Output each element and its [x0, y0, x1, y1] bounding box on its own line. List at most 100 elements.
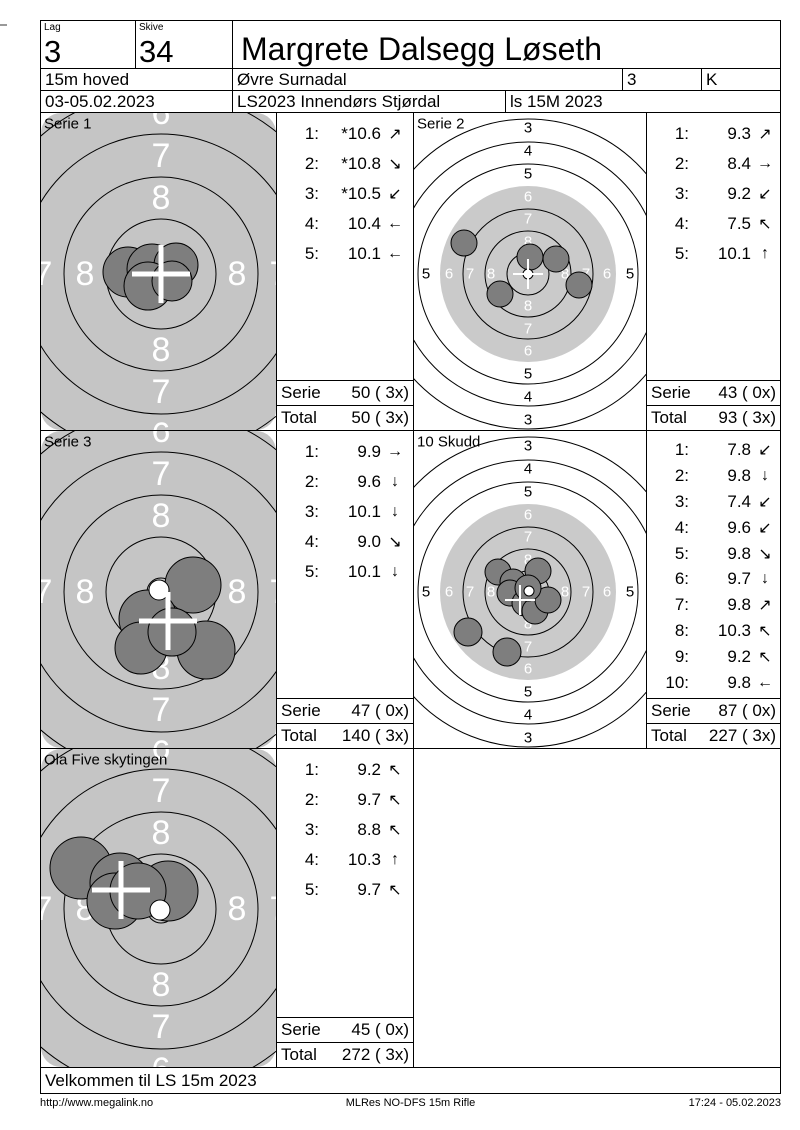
shot-value: 7.4	[727, 491, 751, 511]
svg-text:6: 6	[152, 431, 171, 450]
serie-value: 43 ( 0x)	[718, 383, 776, 402]
discipline: 15m hoved	[40, 68, 233, 91]
shot-number: 9:	[674, 647, 689, 667]
shot-number: 4:	[304, 532, 319, 551]
svg-text:8: 8	[76, 573, 95, 611]
shot-number: 5:	[304, 880, 319, 899]
shot-direction-arrow-icon: ↙	[388, 186, 402, 203]
shot-number: 2:	[304, 472, 319, 491]
serie-label: Serie	[281, 701, 321, 720]
shot-value: 10.1	[347, 502, 381, 521]
shot-number: 8:	[674, 621, 689, 641]
shot-number: 5:	[674, 244, 689, 263]
svg-text:8: 8	[76, 255, 95, 293]
shot-row: 3: 8.8 ↖	[277, 815, 413, 845]
total-value: 93 ( 3x)	[718, 408, 776, 427]
shot-number: 2:	[304, 790, 319, 809]
shot-row: 4: 7.5 ↖	[647, 209, 780, 239]
skive-box: Skive 34	[135, 20, 233, 69]
total-label: Total	[651, 408, 687, 427]
club: Øvre Surnadal	[232, 68, 623, 91]
shot-direction-arrow-icon: ↖	[388, 792, 402, 809]
shot-row: 6: 9.7 ↓	[647, 566, 780, 592]
svg-text:6: 6	[152, 113, 171, 132]
shot-row: 2: 9.8 ↓	[647, 463, 780, 489]
serie-label: Serie	[281, 383, 321, 402]
shot-number: 3:	[304, 820, 319, 839]
total-label: Total	[651, 726, 687, 745]
shot-direction-arrow-icon: ↗	[388, 126, 402, 143]
shot-number: 5:	[674, 543, 689, 563]
svg-text:8: 8	[152, 814, 171, 852]
total-row: Total 272 ( 3x)	[277, 1042, 413, 1067]
svg-text:7: 7	[152, 137, 171, 175]
svg-text:8: 8	[152, 331, 171, 369]
svg-text:3: 3	[524, 120, 532, 137]
shot-number: 6:	[674, 569, 689, 589]
footer-timestamp: 17:24 - 05.02.2023	[688, 1097, 781, 1109]
total-row: Total 140 ( 3x)	[277, 723, 413, 748]
shot-direction-arrow-icon: ↖	[758, 216, 772, 233]
total-row: Total 50 ( 3x)	[277, 405, 413, 430]
target-graphic: 888877776666Serie 1	[41, 113, 276, 430]
date-range: 03-05.02.2023	[40, 90, 233, 113]
panel-label: Serie 3	[44, 434, 92, 451]
svg-text:8: 8	[152, 966, 171, 1004]
svg-text:5: 5	[422, 266, 430, 283]
serie-value: 45 ( 0x)	[351, 1020, 409, 1039]
shot-value: 7.5	[727, 214, 751, 233]
shot-value: 9.8	[727, 595, 751, 615]
shot-row: 3: 9.2 ↙	[647, 179, 780, 209]
shot-direction-arrow-icon: →	[387, 443, 403, 460]
svg-text:5: 5	[626, 266, 634, 283]
mpi-cross	[92, 861, 150, 919]
mpi-cross	[139, 592, 197, 650]
shot-number: 3:	[304, 184, 319, 203]
shot-row: 1: 9.2 ↖	[277, 755, 413, 785]
shot-hole	[492, 637, 522, 667]
shot-value: 9.6	[727, 517, 751, 537]
shot-number: 10:	[665, 672, 689, 692]
shot-number: 5:	[304, 244, 319, 263]
shot-row: 4: 9.6 ↙	[647, 515, 780, 541]
shot-number: 2:	[304, 154, 319, 173]
shot-number: 1:	[674, 124, 689, 143]
shot-list-panel-2: 1: 9.3 ↗ 2: 8.4 → 3: 9.2 ↙ 4: 7.5 ↖ 5: 10.1 ↑ Serie 43 (…	[646, 112, 781, 431]
svg-text:8: 8	[561, 584, 569, 601]
shot-direction-arrow-icon: ↗	[758, 597, 772, 615]
serie-value: 50 ( 3x)	[351, 383, 409, 402]
svg-text:7: 7	[41, 573, 52, 611]
shot-number: 3:	[674, 491, 689, 511]
svg-text:8: 8	[228, 890, 247, 928]
shot-direction-arrow-icon: ↓	[761, 570, 769, 588]
serie-row: Serie 50 ( 3x)	[277, 380, 413, 405]
shot-number: 2:	[674, 154, 689, 173]
print-info-row: http://www.megalink.no MLRes NO-DFS 15m …	[40, 1097, 781, 1109]
shot-direction-arrow-icon: ↘	[388, 156, 402, 173]
shot-hole	[565, 271, 593, 299]
shot-row: 3: 10.1 ↓	[277, 497, 413, 527]
total-value: 140 ( 3x)	[341, 726, 409, 745]
target-panel-4: 8 8 7 7 6 6 5 5 4 4 3 3 8 8 7 7 6 6 5 5 10 Skudd	[413, 430, 647, 749]
shot-row: 4: 9.0 ↘	[277, 527, 413, 557]
svg-text:8: 8	[524, 234, 532, 251]
crop-mark	[0, 24, 7, 26]
shot-list-panel-4: 1: 7.8 ↙ 2: 9.8 ↓ 3: 7.4 ↙ 4: 9.6 ↙ 5: 9.8 ↘ 6: 9.7 ↓ 7: 9.…	[646, 430, 781, 749]
shot-direction-arrow-icon: ↓	[761, 466, 769, 484]
shot-number: 1:	[304, 124, 319, 143]
target-graphic: 888877776666Ola Five skytingen	[41, 749, 276, 1067]
shot-value: 9.9	[357, 442, 381, 461]
shot-row: 2: *10.8 ↘	[277, 149, 413, 179]
shot-direction-arrow-icon: ↖	[758, 649, 772, 667]
shot-row: 5: 10.1 ↓	[277, 557, 413, 587]
shot-value: 9.3	[727, 124, 751, 143]
shot-value: 10.3	[717, 621, 751, 641]
total-row: Total 227 ( 3x)	[647, 723, 780, 748]
shot-value: 10.4	[347, 214, 381, 233]
total-row: Total 93 ( 3x)	[647, 405, 780, 430]
shot-row: 5: 9.7 ↖	[277, 875, 413, 905]
svg-text:7: 7	[152, 373, 171, 411]
svg-text:8: 8	[228, 573, 247, 611]
shot-row: 1: *10.6 ↗	[277, 119, 413, 149]
